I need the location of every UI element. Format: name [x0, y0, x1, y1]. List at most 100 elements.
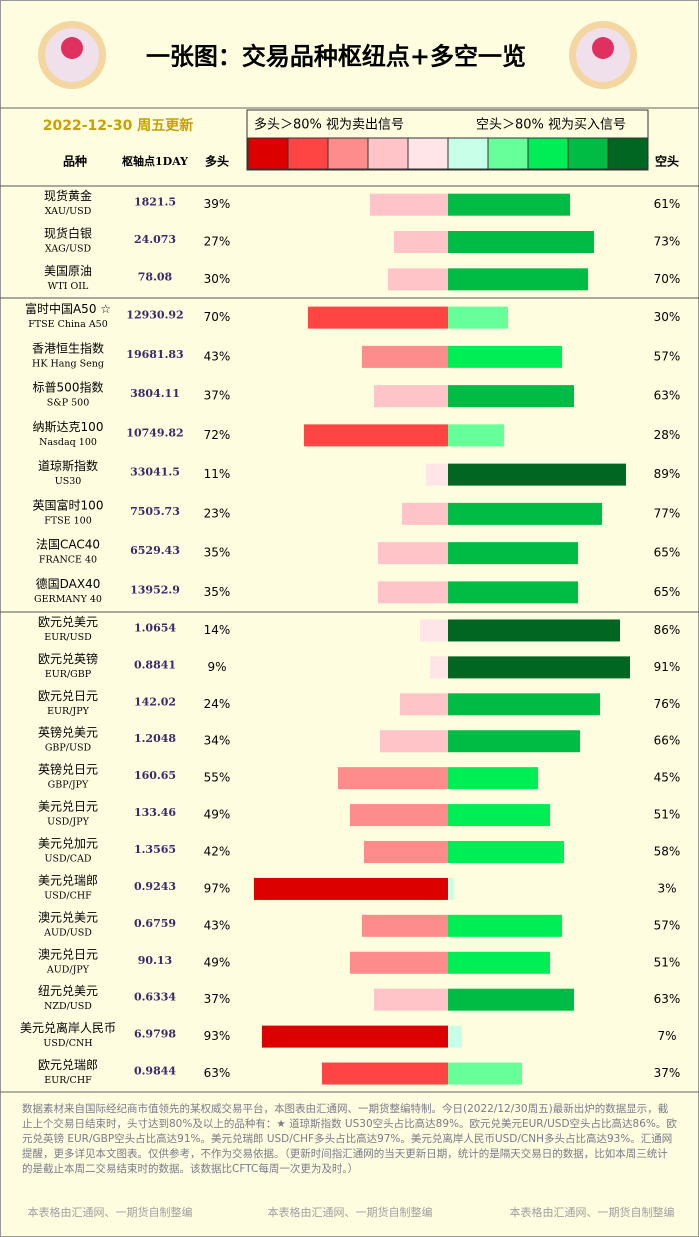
name: 英镑兑日元	[38, 762, 98, 777]
long-label: 43%	[204, 349, 231, 363]
short-bar	[448, 767, 538, 790]
long-bar	[426, 463, 448, 486]
pivot: 6.9798	[134, 1028, 176, 1041]
short-bar	[448, 345, 562, 368]
code: USD/CNH	[43, 1038, 92, 1049]
short-label: 51%	[654, 808, 681, 822]
pivot: 0.9243	[134, 880, 176, 893]
pivot: 33041.5	[130, 466, 180, 479]
long-bar	[374, 385, 448, 408]
code: EUR/GBP	[45, 669, 92, 680]
logo-right	[569, 21, 637, 89]
name: 欧元兑英镑	[38, 651, 98, 666]
short-bar	[448, 804, 550, 827]
short-bar	[448, 306, 508, 329]
pivot: 160.65	[134, 769, 176, 782]
code: GBP/USD	[45, 743, 92, 754]
col-name: 品种	[63, 154, 87, 169]
long-bar	[254, 877, 448, 900]
short-bar	[448, 1025, 462, 1048]
long-bar	[380, 730, 448, 753]
short-label: 77%	[654, 506, 681, 520]
pivot: 78.08	[138, 270, 173, 283]
pivot: 1821.5	[134, 196, 176, 209]
long-label: 30%	[204, 272, 231, 286]
long-bar	[350, 804, 448, 827]
short-label: 3%	[657, 881, 676, 895]
name: 道琼斯指数	[38, 458, 98, 473]
long-label: 39%	[204, 197, 231, 211]
short-label: 70%	[654, 272, 681, 286]
code: GBP/JPY	[48, 780, 89, 791]
pivot: 0.9844	[134, 1065, 176, 1078]
short-label: 58%	[654, 845, 681, 859]
long-label: 49%	[204, 955, 231, 969]
code: XAU/USD	[45, 206, 92, 217]
long-bar	[364, 841, 448, 863]
short-label: 30%	[654, 310, 681, 324]
pivot: 1.0654	[134, 621, 176, 634]
col-pivot: 枢轴点1DAY	[122, 154, 188, 168]
short-bar	[448, 1062, 522, 1085]
long-bar	[394, 231, 448, 253]
long-bar	[402, 502, 448, 525]
legend-swatch	[487, 137, 529, 170]
code: USD/CHF	[44, 890, 92, 901]
long-bar	[362, 914, 448, 937]
short-bar	[448, 268, 588, 291]
long-label: 34%	[204, 734, 231, 748]
long-bar	[378, 542, 448, 565]
short-label: 45%	[654, 771, 681, 785]
legend-swatch	[567, 137, 609, 170]
pivot: 13952.9	[130, 583, 180, 596]
code: USD/CAD	[44, 854, 91, 865]
short-label: 61%	[654, 197, 681, 211]
code: USD/JPY	[47, 817, 90, 828]
short-label: 57%	[654, 349, 681, 363]
long-bar	[420, 619, 448, 642]
short-bar	[448, 502, 602, 525]
pivot: 3804.11	[130, 387, 180, 400]
pivot: 19681.83	[126, 348, 183, 361]
short-label: 86%	[654, 623, 681, 637]
col-long: 多头	[205, 154, 229, 169]
legend-short: 空头＞80% 视为买入信号	[476, 118, 626, 133]
code: XAG/USD	[45, 244, 92, 255]
legend-swatch	[287, 137, 329, 170]
name: 欧元兑日元	[38, 689, 98, 703]
long-label: 9%	[207, 660, 226, 674]
legend-swatch	[447, 137, 489, 170]
long-label: 11%	[204, 467, 231, 481]
long-bar	[338, 767, 448, 790]
short-bar	[448, 193, 570, 216]
short-label: 63%	[654, 992, 681, 1006]
long-label: 55%	[204, 771, 231, 785]
code: HK Hang Seng	[32, 358, 104, 369]
code: S&P 500	[47, 398, 90, 409]
long-label: 93%	[204, 1029, 231, 1043]
pivot: 1.3565	[134, 843, 176, 856]
name: 美国原油	[44, 264, 92, 278]
long-label: 43%	[204, 918, 231, 932]
short-label: 57%	[654, 918, 681, 932]
name: 标普500指数	[33, 380, 104, 395]
long-label: 35%	[204, 546, 231, 560]
name: 纳斯达克100	[33, 420, 104, 434]
name: 香港恒生指数	[32, 340, 104, 355]
long-bar	[400, 693, 448, 716]
code: FTSE 100	[44, 515, 92, 526]
code: EUR/USD	[44, 632, 92, 643]
long-bar	[374, 988, 448, 1011]
short-label: 89%	[654, 467, 681, 481]
code: EUR/JPY	[47, 706, 89, 717]
short-label: 91%	[654, 660, 681, 674]
pivot: 142.02	[134, 695, 176, 708]
code: EUR/CHF	[44, 1075, 92, 1086]
short-label: 76%	[654, 697, 681, 711]
short-label: 66%	[654, 734, 681, 748]
long-bar	[304, 424, 448, 447]
credit: 本表格由汇通网、一期货自制整编	[510, 1205, 675, 1219]
pivot: 24.073	[134, 233, 176, 246]
